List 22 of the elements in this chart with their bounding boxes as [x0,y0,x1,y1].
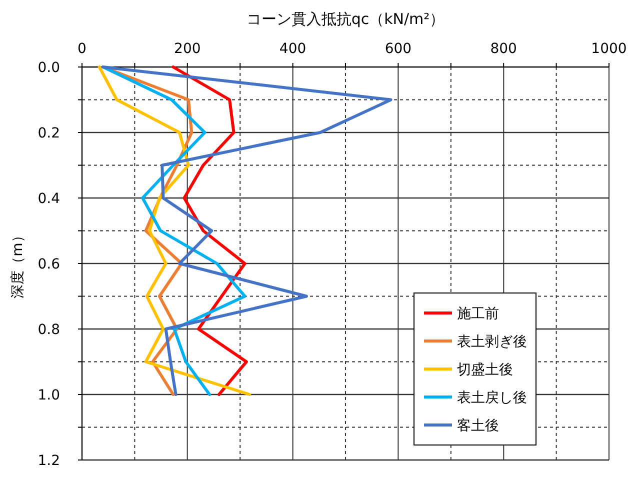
x-tick-label: 0 [78,41,86,57]
line-series [102,66,392,396]
x-tick-label: 400 [279,41,306,57]
x-tick-label: 200 [174,41,201,57]
legend-label: 客土後 [457,418,499,434]
x-tick-label: 800 [490,41,517,57]
y-tick-label: 0.8 [38,322,60,338]
legend-label: 切盛土後 [457,362,513,378]
y-tick-label: 1.2 [38,453,60,469]
x-tick-label: 600 [384,41,412,57]
y-tick-label: 1.0 [38,388,60,404]
legend-label: 表土剥ぎ後 [457,334,527,350]
line-series [172,66,248,396]
y-tick-label: 0.2 [38,126,60,142]
y-tick-label: 0.4 [38,191,60,207]
x-axis-title: コーン貫入抵抗qc（kN/m²） [246,10,445,28]
legend-label: 施工前 [457,306,499,322]
legend-label: 表土戻し後 [457,390,527,406]
y-axis-title: 深度（m） [10,228,26,298]
x-tick-label: 1000 [591,41,627,57]
y-tick-label: 0.6 [38,256,60,272]
y-tick-label: 0.0 [38,60,60,76]
